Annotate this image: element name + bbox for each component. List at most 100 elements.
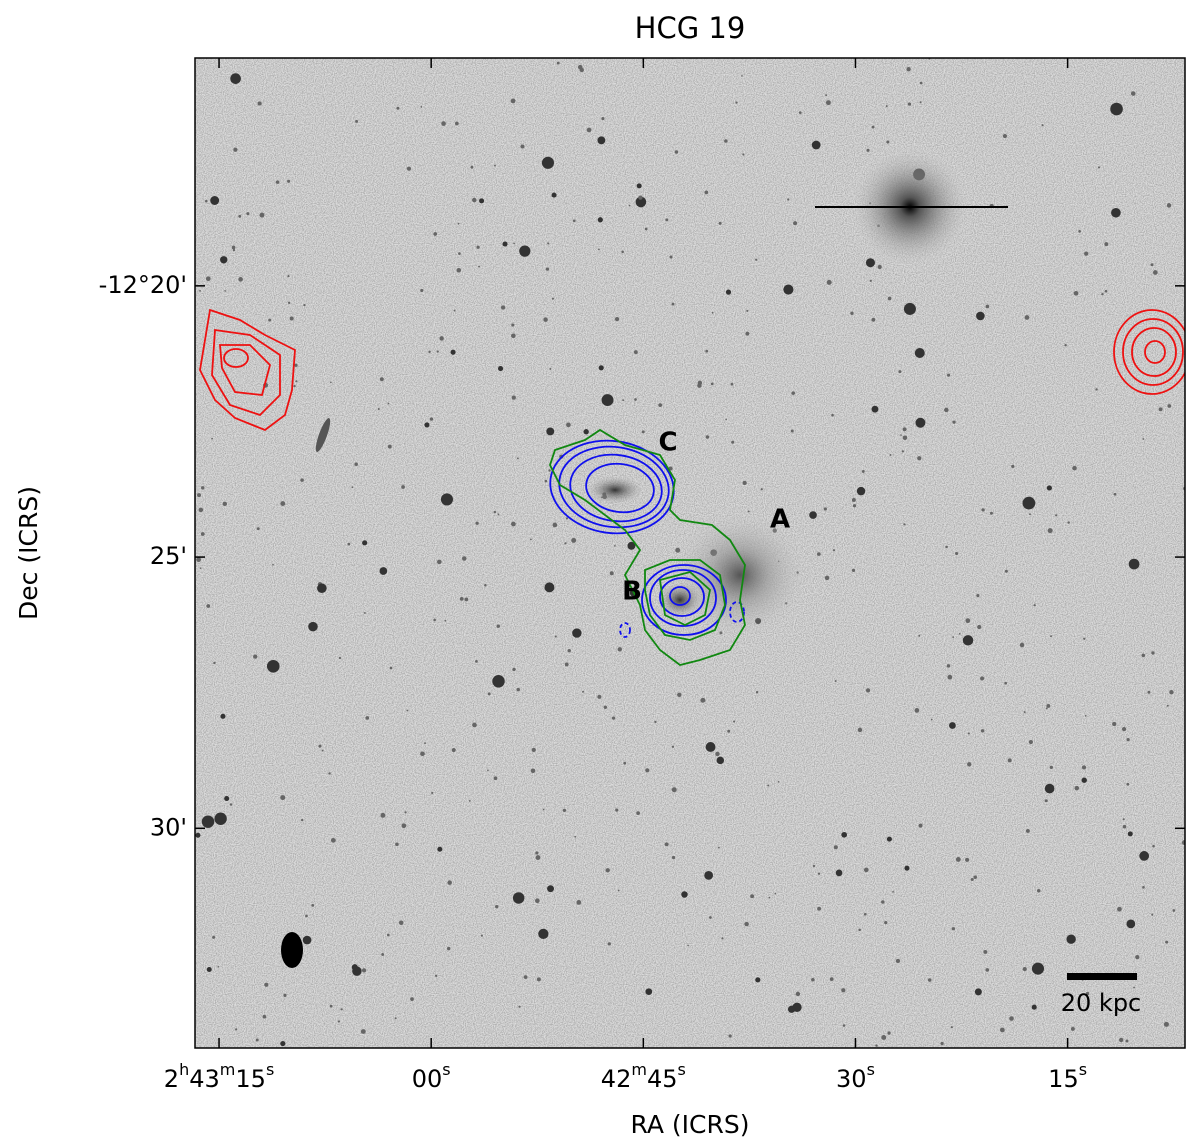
star bbox=[511, 395, 516, 400]
star bbox=[394, 1017, 397, 1020]
star bbox=[1064, 344, 1067, 347]
star bbox=[201, 815, 215, 828]
star bbox=[887, 1031, 891, 1035]
star bbox=[401, 823, 407, 829]
star bbox=[601, 394, 614, 407]
star bbox=[654, 720, 657, 723]
star bbox=[205, 276, 211, 282]
star bbox=[700, 697, 706, 703]
star bbox=[1004, 569, 1008, 573]
star bbox=[256, 527, 260, 531]
star bbox=[728, 1034, 732, 1038]
star bbox=[516, 457, 519, 460]
star bbox=[447, 880, 452, 885]
star bbox=[1028, 739, 1033, 745]
star bbox=[441, 121, 446, 126]
star bbox=[235, 1028, 238, 1031]
star bbox=[965, 857, 970, 862]
star bbox=[199, 289, 201, 292]
star bbox=[1070, 1026, 1075, 1031]
star bbox=[955, 856, 961, 862]
star bbox=[886, 836, 892, 842]
star bbox=[1074, 785, 1080, 791]
star bbox=[450, 349, 456, 355]
star bbox=[338, 656, 342, 660]
star bbox=[551, 297, 555, 300]
x-tick-label: 42m45s bbox=[601, 1060, 686, 1093]
star bbox=[217, 965, 220, 968]
star bbox=[727, 729, 731, 733]
star bbox=[214, 812, 227, 825]
star bbox=[832, 549, 836, 552]
star bbox=[970, 877, 974, 881]
star bbox=[453, 309, 456, 312]
star bbox=[944, 407, 949, 413]
star bbox=[547, 242, 550, 245]
star bbox=[817, 906, 822, 911]
star bbox=[665, 218, 669, 222]
star bbox=[210, 196, 220, 205]
star bbox=[638, 195, 643, 200]
star bbox=[1045, 707, 1048, 710]
star bbox=[881, 1034, 887, 1040]
star bbox=[887, 296, 892, 301]
star bbox=[434, 974, 438, 977]
star bbox=[379, 567, 388, 575]
star bbox=[1095, 388, 1098, 391]
star bbox=[866, 148, 870, 152]
star bbox=[919, 101, 922, 104]
star bbox=[884, 921, 888, 925]
star bbox=[823, 507, 827, 511]
star bbox=[548, 469, 551, 472]
star bbox=[999, 1027, 1005, 1033]
star bbox=[1119, 1037, 1124, 1043]
star bbox=[479, 198, 485, 204]
star bbox=[1111, 207, 1121, 218]
star bbox=[871, 317, 876, 322]
star bbox=[671, 745, 675, 748]
star bbox=[365, 716, 370, 720]
star bbox=[783, 284, 794, 295]
star bbox=[790, 429, 794, 433]
star bbox=[295, 380, 298, 383]
star bbox=[530, 768, 536, 774]
star bbox=[1151, 913, 1154, 916]
star bbox=[829, 977, 834, 981]
star bbox=[635, 196, 647, 208]
star bbox=[730, 382, 734, 386]
star bbox=[531, 747, 536, 752]
star bbox=[475, 521, 479, 525]
star bbox=[601, 117, 605, 121]
star bbox=[1135, 955, 1140, 960]
star bbox=[623, 761, 627, 765]
star bbox=[745, 331, 750, 336]
star bbox=[1166, 203, 1172, 208]
star bbox=[1084, 714, 1087, 717]
star bbox=[1046, 485, 1052, 491]
y-tick-label: -12°20' bbox=[99, 271, 187, 299]
star bbox=[420, 751, 425, 757]
star bbox=[1166, 704, 1169, 707]
star bbox=[1066, 934, 1076, 944]
star bbox=[671, 787, 677, 793]
star bbox=[710, 382, 714, 386]
star bbox=[478, 265, 480, 268]
star bbox=[232, 248, 236, 252]
star bbox=[671, 855, 676, 860]
star bbox=[1133, 986, 1135, 989]
star bbox=[475, 660, 478, 663]
star bbox=[809, 511, 817, 519]
star bbox=[863, 867, 869, 873]
star bbox=[889, 453, 892, 456]
star bbox=[1152, 844, 1155, 848]
star bbox=[212, 935, 216, 939]
star bbox=[709, 916, 712, 919]
star bbox=[549, 367, 552, 370]
star bbox=[615, 808, 619, 812]
galaxy-c bbox=[587, 476, 643, 504]
star bbox=[704, 190, 709, 195]
star bbox=[280, 501, 286, 507]
star bbox=[877, 264, 882, 270]
star bbox=[1101, 292, 1104, 296]
star bbox=[791, 391, 796, 395]
